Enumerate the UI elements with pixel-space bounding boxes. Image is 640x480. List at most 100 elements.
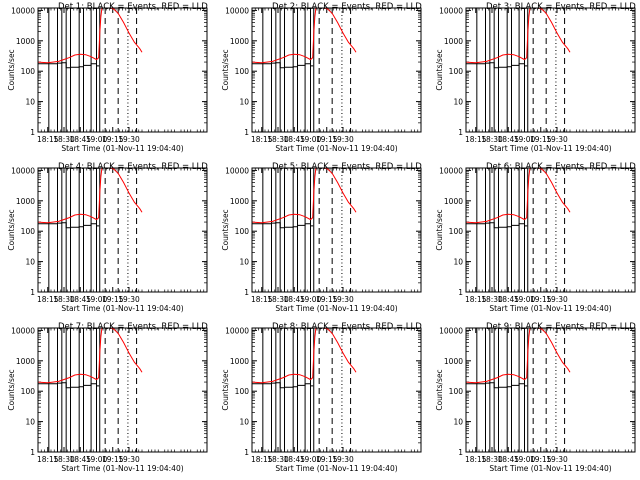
y-axis-label: Counts/sec	[221, 49, 230, 90]
plot-frame	[251, 327, 422, 453]
panel-title: Det 9: BLACK = Events, RED = LLD	[486, 322, 636, 332]
x-tick-label: 19:15	[316, 135, 338, 144]
events-series-line	[252, 222, 314, 229]
panel-5: Det 5: BLACK = Events, RED = LLD 1 10 100 10…	[221, 162, 422, 313]
x-tick-label: 18:30	[267, 135, 289, 144]
panel-3: Det 3: BLACK = Events, RED = LLD 1 10 100 10…	[435, 2, 636, 153]
panel-1: Det 1: BLACK = Events, RED = LLD 1 10 100 10…	[7, 2, 208, 153]
x-tick-label: 18:45	[283, 135, 305, 144]
x-tick-label: 18:45	[497, 455, 519, 464]
y-tick-label: 1000	[16, 197, 35, 206]
x-tick-label: 18:45	[497, 295, 519, 304]
x-tick-label: 19:30	[332, 135, 354, 144]
x-tick-label: 18:15	[37, 135, 59, 144]
x-tick-label: 19:15	[530, 135, 552, 144]
x-tick-label: 18:45	[283, 455, 305, 464]
x-tick-label: 18:45	[497, 135, 519, 144]
x-tick-label: 18:15	[251, 295, 273, 304]
y-tick-label: 10	[453, 98, 463, 107]
x-tick-label: 19:30	[332, 455, 354, 464]
x-tick-label: 18:15	[465, 135, 487, 144]
lld-series-line	[466, 328, 571, 384]
x-axis-label: Start Time (01-Nov-11 19:04:40)	[489, 464, 611, 473]
events-series-line	[38, 222, 100, 229]
y-tick-label: 1000	[16, 357, 35, 366]
panel-4: Det 4: BLACK = Events, RED = LLD 1 10 100 10…	[7, 162, 208, 313]
y-axis-label: Counts/sec	[7, 49, 16, 90]
x-tick-label: 18:15	[251, 455, 273, 464]
panel-9: Det 9: BLACK = Events, RED = LLD 1 10 100 10…	[435, 322, 636, 473]
y-axis-label: Counts/sec	[435, 209, 444, 250]
y-tick-label: 100	[235, 67, 250, 76]
panel-title: Det 3: BLACK = Events, RED = LLD	[486, 2, 636, 12]
y-tick-label: 10	[25, 98, 35, 107]
y-tick-label: 10	[239, 98, 249, 107]
x-tick-label: 19:30	[546, 135, 568, 144]
x-tick-label: 18:45	[283, 295, 305, 304]
y-tick-label: 1	[30, 448, 35, 457]
x-tick-label: 18:30	[267, 295, 289, 304]
lld-series-line	[38, 8, 143, 64]
y-tick-label: 100	[449, 227, 464, 236]
y-tick-label: 100	[21, 387, 36, 396]
y-tick-label: 1	[458, 448, 463, 457]
y-tick-label: 100	[449, 387, 464, 396]
panel-2: Det 2: BLACK = Events, RED = LLD 1 10 100 10…	[221, 2, 422, 153]
x-axis-label: Start Time (01-Nov-11 19:04:40)	[275, 144, 397, 153]
plot-area	[38, 328, 143, 452]
events-series-line	[466, 62, 528, 69]
y-axis-label: Counts/sec	[7, 369, 16, 410]
x-tick-label: 18:45	[69, 135, 91, 144]
y-axis-label: Counts/sec	[7, 209, 16, 250]
plot-frame	[251, 7, 422, 133]
events-series-line	[466, 222, 528, 229]
x-tick-label: 19:00	[300, 135, 322, 144]
y-tick-label: 1000	[230, 197, 249, 206]
plot-frame	[37, 7, 208, 133]
x-tick-label: 18:45	[69, 295, 91, 304]
x-tick-label: 19:00	[300, 455, 322, 464]
x-tick-label: 18:15	[37, 295, 59, 304]
x-tick-label: 19:00	[514, 135, 536, 144]
x-tick-label: 18:15	[37, 455, 59, 464]
y-tick-label: 1	[244, 448, 249, 457]
lld-series-line	[38, 328, 143, 384]
x-tick-label: 19:30	[118, 295, 140, 304]
plot-area	[252, 8, 357, 132]
lld-series-line	[252, 168, 357, 224]
y-tick-label: 10000	[439, 6, 463, 15]
y-tick-label: 1	[244, 128, 249, 137]
x-tick-label: 19:30	[118, 455, 140, 464]
events-series-line	[252, 62, 314, 69]
x-tick-label: 19:00	[514, 295, 536, 304]
panel-8: Det 8: BLACK = Events, RED = LLD 1 10 100 10…	[221, 322, 422, 473]
x-tick-label: 19:30	[332, 295, 354, 304]
events-series-line	[466, 382, 528, 389]
y-tick-label: 1	[458, 288, 463, 297]
x-tick-label: 19:15	[102, 135, 124, 144]
y-tick-label: 10000	[225, 6, 249, 15]
y-tick-label: 10000	[11, 326, 35, 335]
plot-frame	[37, 167, 208, 293]
x-tick-label: 19:15	[316, 295, 338, 304]
x-tick-label: 19:00	[86, 135, 108, 144]
panel-title: Det 5: BLACK = Events, RED = LLD	[272, 162, 422, 172]
x-tick-label: 19:00	[300, 295, 322, 304]
x-axis-label: Start Time (01-Nov-11 19:04:40)	[489, 304, 611, 313]
x-tick-label: 18:30	[481, 295, 503, 304]
y-tick-label: 100	[235, 387, 250, 396]
y-tick-label: 1	[30, 288, 35, 297]
y-tick-label: 10	[239, 258, 249, 267]
panel-6: Det 6: BLACK = Events, RED = LLD 1 10 100 10…	[435, 162, 636, 313]
y-tick-label: 100	[21, 67, 36, 76]
x-tick-label: 19:15	[530, 295, 552, 304]
y-tick-label: 100	[449, 67, 464, 76]
y-tick-label: 10000	[225, 326, 249, 335]
x-axis-label: Start Time (01-Nov-11 19:04:40)	[275, 464, 397, 473]
x-axis-label: Start Time (01-Nov-11 19:04:40)	[489, 144, 611, 153]
lld-series-line	[252, 328, 357, 384]
y-tick-label: 10000	[439, 326, 463, 335]
y-tick-label: 1000	[230, 37, 249, 46]
plot-frame	[37, 327, 208, 453]
